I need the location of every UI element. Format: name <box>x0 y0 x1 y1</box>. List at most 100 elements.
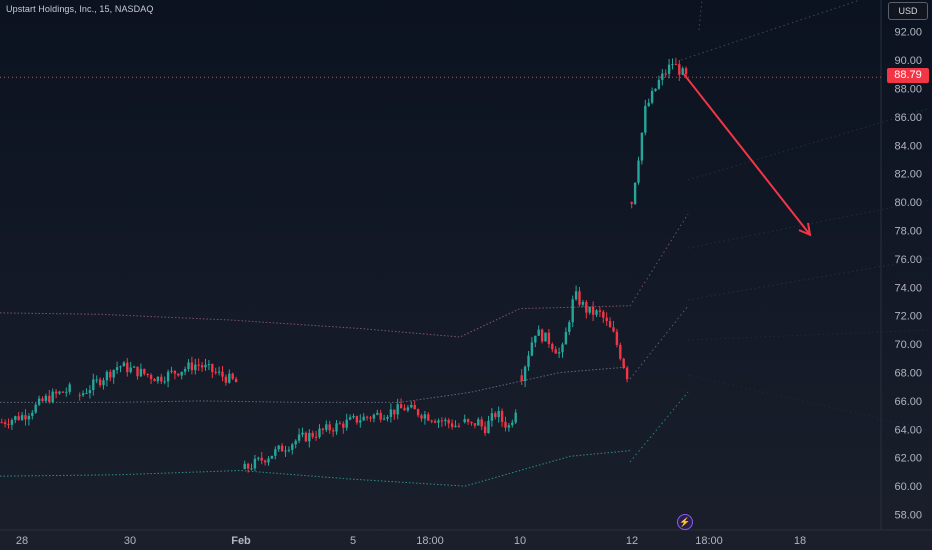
candle-body <box>88 390 92 394</box>
candle-body <box>311 432 314 437</box>
candle-body <box>369 417 372 419</box>
y-tick-label: 60.00 <box>894 481 922 493</box>
candle-body <box>382 418 386 420</box>
candle-body <box>440 420 444 422</box>
candle-body <box>217 371 221 373</box>
lightning-icon[interactable]: ⚡ <box>677 514 693 530</box>
candle-body <box>625 368 629 380</box>
x-tick-label: 5 <box>350 535 356 547</box>
x-tick-label: 18:00 <box>695 535 723 547</box>
candle-body <box>450 423 454 427</box>
candle-body <box>406 407 410 411</box>
y-tick-label: 82.00 <box>894 169 922 181</box>
candle-body <box>37 398 41 405</box>
candle-body <box>480 419 483 427</box>
candles <box>0 57 688 473</box>
candle-body <box>270 455 274 459</box>
candle-body <box>671 64 674 66</box>
x-tick-label: Feb <box>231 535 251 547</box>
candle-body <box>243 463 246 470</box>
candle-body <box>507 425 511 428</box>
candle-body <box>399 404 403 409</box>
candle-body <box>180 371 183 376</box>
candle-body <box>342 423 345 428</box>
candle-body <box>433 421 437 423</box>
candle-body <box>684 68 688 75</box>
candle-body <box>325 424 328 430</box>
candle-body <box>214 371 217 373</box>
middle-band <box>0 366 631 403</box>
candle-body <box>602 311 605 318</box>
candle-body <box>430 420 433 422</box>
candle-body <box>622 358 625 369</box>
candle-body <box>291 444 294 450</box>
candle-body <box>211 364 214 372</box>
candle-body <box>681 68 684 75</box>
candle-body <box>561 344 564 353</box>
candle-body <box>504 421 507 428</box>
x-tick-label: 12 <box>626 535 638 547</box>
candle-body <box>447 419 450 424</box>
candle-body <box>352 415 355 418</box>
candle-body <box>581 302 585 305</box>
candle-body <box>386 416 389 419</box>
candle-body <box>578 291 581 305</box>
candle-body <box>591 306 595 315</box>
candle-body <box>657 79 661 89</box>
candle-body <box>149 374 153 380</box>
candle-body <box>183 369 187 372</box>
candle-body <box>376 412 379 415</box>
candle-body <box>514 412 517 423</box>
candle-body <box>34 404 37 413</box>
candle-body <box>308 432 311 442</box>
y-tick-label: 72.00 <box>894 311 922 323</box>
candle-body <box>250 468 253 470</box>
candle-body <box>615 331 619 345</box>
candle-body <box>647 102 650 106</box>
y-tick-label: 68.00 <box>894 368 922 380</box>
candle-body <box>362 416 365 421</box>
candle-body <box>7 424 10 426</box>
candle-body <box>483 426 487 434</box>
candle-body <box>661 73 664 80</box>
y-tick-label: 66.00 <box>894 396 922 408</box>
candle-body <box>31 412 34 417</box>
candle-body <box>284 450 287 452</box>
candle-body <box>595 310 598 315</box>
candle-body <box>630 202 633 204</box>
candle-body <box>674 64 678 66</box>
candle-body <box>139 368 143 377</box>
last-price-badge: 88.79 <box>887 68 929 83</box>
projection-line <box>687 107 931 181</box>
candle-body <box>640 132 644 161</box>
candle-body <box>126 362 129 373</box>
candle-body <box>85 393 88 395</box>
candle-body <box>221 371 224 377</box>
candle-body <box>338 423 342 425</box>
candle-body <box>355 415 359 423</box>
candle-body <box>190 362 194 371</box>
projection-line <box>687 199 931 249</box>
x-tick-label: 10 <box>514 535 526 547</box>
candle-body <box>403 408 406 411</box>
candle-body <box>267 458 270 463</box>
candle-body <box>27 416 31 420</box>
currency-selector[interactable]: USD <box>888 2 928 20</box>
candle-body <box>396 404 399 415</box>
candle-body <box>598 310 602 312</box>
candle-body <box>554 349 557 354</box>
candle-body <box>500 410 504 422</box>
candle-body <box>678 64 681 75</box>
projection-arrow-line <box>683 73 811 236</box>
candle-body <box>197 364 200 366</box>
candle-body <box>335 423 338 432</box>
candle-body <box>650 90 654 103</box>
candle-body <box>187 362 190 370</box>
candle-body <box>194 364 197 371</box>
candle-body <box>143 368 146 374</box>
projection-line <box>629 391 689 463</box>
candle-body <box>423 414 427 419</box>
candle-body <box>81 393 85 396</box>
candle-body <box>136 366 139 377</box>
